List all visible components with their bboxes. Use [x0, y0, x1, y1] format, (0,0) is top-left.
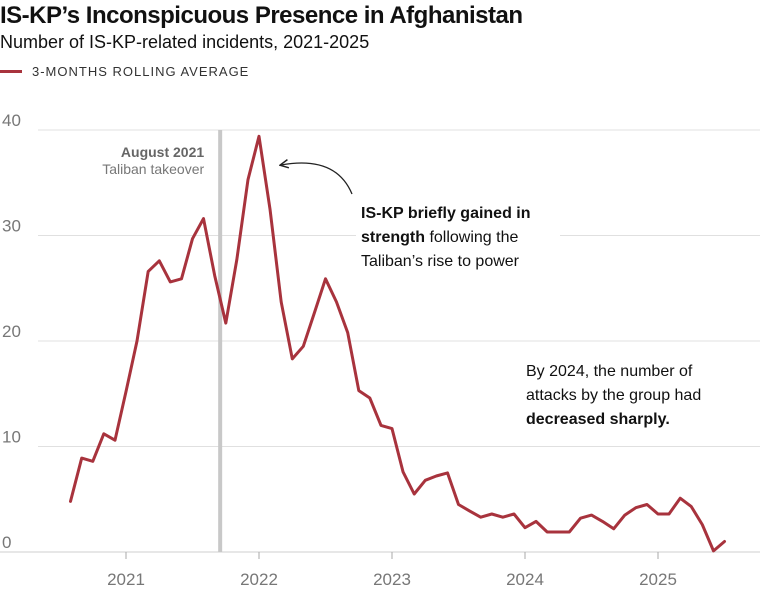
- annotation-peak-segment: strength: [361, 229, 425, 246]
- y-tick-label: 10: [2, 428, 21, 447]
- annotation-peak-line: IS-KP briefly gained in: [361, 205, 531, 222]
- annotation-decline-line: decreased sharply.: [526, 411, 670, 428]
- event-date-label: August 2021: [121, 144, 204, 160]
- annotation-decline-line: attacks by the group had: [526, 387, 701, 404]
- legend-label: 3-MONTHS ROLLING AVERAGE: [32, 64, 250, 79]
- annotation-peak-line: strength following the: [361, 229, 518, 246]
- x-tick-label: 2025: [639, 570, 677, 589]
- x-tick-label: 2021: [107, 570, 145, 589]
- x-tick-label: 2022: [240, 570, 278, 589]
- annotation-decline-line: By 2024, the number of: [526, 363, 693, 380]
- annotation-peak: IS-KP briefly gained in strength followin…: [361, 205, 531, 270]
- chart-title: IS-KP’s Inconspicuous Presence in Afghan…: [0, 2, 523, 29]
- annotation-peak-segment: Taliban’s rise to power: [361, 253, 520, 270]
- x-tick-label: 2024: [506, 570, 544, 589]
- annotation-peak-segment: following the: [425, 229, 518, 246]
- legend: 3-MONTHS ROLLING AVERAGE: [0, 64, 249, 79]
- y-tick-label: 40: [2, 111, 21, 130]
- annotation-decline: By 2024, the number of attacks by the gro…: [526, 363, 701, 428]
- annotation-decline-segment: attacks by the group had: [526, 387, 701, 404]
- y-tick-label: 0: [2, 533, 11, 552]
- annotation-peak-line: Taliban’s rise to power: [361, 253, 520, 270]
- x-tick-label: 2023: [373, 570, 411, 589]
- y-tick-label: 20: [2, 322, 21, 341]
- annotation-peak-background: [356, 197, 560, 273]
- annotation-peak-segment: IS-KP briefly gained in: [361, 205, 531, 222]
- series-line: [69, 134, 726, 553]
- annotation-peak-arrow: [281, 163, 353, 195]
- legend-swatch: [0, 70, 22, 73]
- event-description-label: Taliban takeover: [102, 161, 204, 177]
- annotation-decline-segment: By 2024, the number of: [526, 363, 693, 380]
- annotation-decline-segment: decreased sharply.: [526, 411, 670, 428]
- y-tick-label: 30: [2, 217, 21, 236]
- chart-subtitle: Number of IS-KP-related incidents, 2021-…: [0, 32, 370, 52]
